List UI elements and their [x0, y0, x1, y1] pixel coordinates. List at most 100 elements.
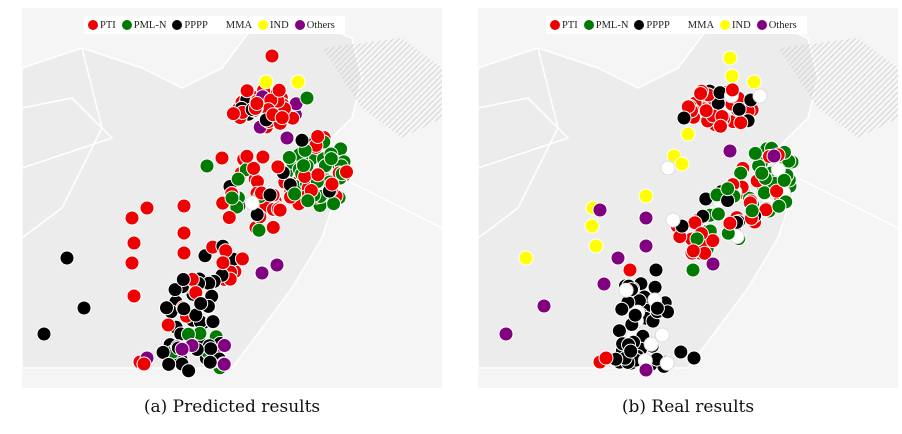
constituency-marker	[665, 212, 681, 228]
real-results-map: PTI PML-N PPPP MMA IND Others	[478, 8, 898, 388]
constituency-marker	[698, 103, 714, 119]
constituency-marker	[596, 276, 612, 292]
constituency-marker	[686, 350, 702, 366]
constituency-marker	[176, 198, 192, 214]
constituency-marker	[299, 90, 315, 106]
constituency-marker	[279, 130, 295, 146]
legend-item-pppp: PPPP	[634, 20, 670, 31]
constituency-marker	[239, 83, 255, 99]
constituency-marker	[747, 145, 763, 161]
constituency-marker	[776, 172, 792, 188]
constituency-marker	[300, 193, 316, 209]
constituency-marker	[584, 218, 600, 234]
legend-swatch	[550, 20, 560, 30]
constituency-marker	[230, 171, 246, 187]
constituency-marker	[239, 148, 255, 164]
constituency-marker	[638, 210, 654, 226]
constituency-marker	[215, 255, 231, 271]
constituency-marker	[265, 219, 281, 235]
constituency-marker	[294, 132, 310, 148]
constituency-points	[498, 50, 800, 378]
legend-label: PTI	[562, 19, 578, 31]
constituency-marker	[722, 50, 738, 66]
constituency-marker	[611, 323, 627, 339]
constituency-marker	[262, 187, 278, 203]
constituency-marker	[76, 300, 92, 316]
legend: PTI PML-N PPPP MMA IND Others	[84, 16, 345, 34]
constituency-points	[36, 48, 354, 379]
legend-item-pml-n: PML-N	[583, 19, 629, 31]
constituency-marker	[724, 68, 740, 84]
constituency-marker	[693, 86, 709, 101]
constituency-marker	[498, 326, 514, 342]
constituency-marker	[754, 165, 770, 181]
constituency-marker	[272, 202, 288, 218]
constituency-marker	[126, 288, 142, 304]
constituency-marker	[216, 356, 232, 372]
caption-real: (b) Real results	[621, 397, 755, 417]
constituency-marker	[205, 314, 221, 330]
constituency-marker	[713, 118, 728, 134]
constituency-marker	[323, 151, 339, 167]
legend-swatch	[258, 20, 269, 30]
constituency-marker	[769, 183, 785, 199]
constituency-marker	[648, 262, 664, 278]
constituency-marker	[627, 307, 643, 323]
constituency-marker	[224, 190, 240, 206]
constituency-marker	[287, 186, 303, 202]
legend-swatch	[294, 20, 305, 30]
constituency-marker	[269, 257, 285, 273]
legend-label: PML-N	[133, 19, 167, 31]
constituency-marker	[161, 356, 177, 372]
constituency-marker	[720, 181, 736, 197]
legend-label: PTI	[100, 19, 116, 31]
constituency-marker	[310, 167, 326, 183]
constituency-marker	[126, 235, 142, 251]
constituency-marker	[281, 150, 297, 165]
legend-item-others: Others	[756, 19, 797, 31]
constituency-marker	[244, 195, 260, 211]
legend-item-ind: IND	[720, 20, 751, 31]
legend-label: Others	[768, 19, 797, 31]
constituency-marker	[217, 338, 232, 353]
constituency-marker	[310, 129, 326, 144]
constituency-marker	[124, 255, 140, 271]
constituency-marker	[536, 298, 552, 314]
constituency-marker	[638, 188, 654, 204]
legend-swatch	[121, 20, 132, 30]
map-borders	[22, 47, 442, 239]
constituency-marker	[622, 262, 638, 278]
legend-label: MMA	[225, 19, 253, 31]
constituency-marker	[159, 300, 174, 316]
constituency-marker	[588, 238, 604, 254]
constituency-marker	[155, 344, 171, 360]
legend-label: PML-N	[595, 19, 629, 31]
constituency-marker	[203, 341, 219, 357]
constituency-marker	[199, 158, 215, 174]
constituency-marker	[685, 262, 701, 278]
disputed-region	[778, 38, 898, 138]
constituency-marker	[193, 296, 209, 311]
constituency-marker	[722, 143, 738, 159]
constituency-marker	[225, 106, 241, 122]
constituency-marker	[518, 250, 534, 266]
constituency-marker	[139, 200, 155, 216]
constituency-marker	[710, 206, 726, 222]
constituency-marker	[705, 256, 721, 272]
constituency-marker	[746, 74, 762, 90]
constituency-marker	[724, 82, 740, 98]
legend-item-ind: IND	[258, 20, 289, 31]
map-canvas	[478, 8, 898, 388]
constituency-marker	[660, 160, 676, 176]
legend-label: Others	[306, 19, 335, 31]
constituency-marker	[610, 250, 626, 266]
constituency-marker	[618, 282, 634, 298]
constituency-marker	[174, 341, 190, 357]
constituency-marker	[176, 245, 192, 261]
legend-swatch	[88, 20, 98, 30]
constituency-marker	[167, 282, 183, 298]
constituency-marker	[685, 243, 701, 259]
legend-swatch	[756, 20, 767, 30]
constituency-marker	[752, 88, 768, 104]
constituency-marker	[659, 355, 675, 371]
